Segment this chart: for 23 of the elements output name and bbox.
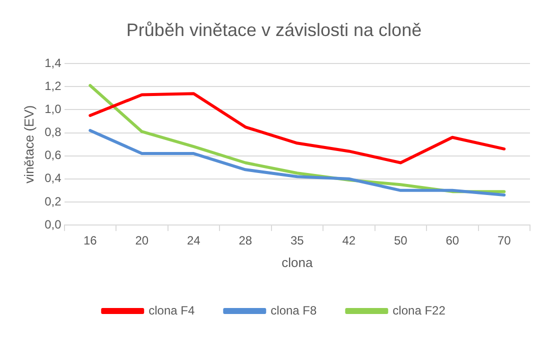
y-tick-label: 0,4 (44, 171, 62, 186)
y-axis-title: vinětace (EV) (21, 105, 36, 184)
y-tick-label: 0,2 (44, 194, 62, 208)
x-tick-label: 28 (238, 234, 252, 248)
x-tick-label: 42 (342, 234, 356, 248)
x-axis-title: clona (282, 254, 314, 270)
x-tick-label: 20 (135, 234, 149, 248)
legend-label: clona F22 (392, 303, 446, 318)
y-tick-label: 1,0 (44, 102, 62, 116)
y-tick-label: 0,8 (44, 125, 62, 140)
y-tick-label: 1,4 (44, 56, 62, 70)
chart-title: Průběh vinětace v závislosti na cloně (126, 20, 422, 40)
x-tick-label: 24 (186, 234, 201, 248)
x-tick-label: 16 (83, 234, 98, 248)
x-tick-label: 70 (497, 234, 512, 248)
y-tick-label: 0,6 (44, 148, 62, 162)
y-tick-label: 1,2 (44, 78, 62, 93)
x-tick-label: 35 (290, 234, 304, 248)
x-tick-label: 50 (394, 234, 408, 248)
legend-label: clona F8 (270, 303, 317, 318)
x-tick-label: 60 (446, 234, 460, 248)
y-tick-label: 0,0 (44, 217, 62, 232)
legend-label: clona F4 (148, 303, 195, 318)
